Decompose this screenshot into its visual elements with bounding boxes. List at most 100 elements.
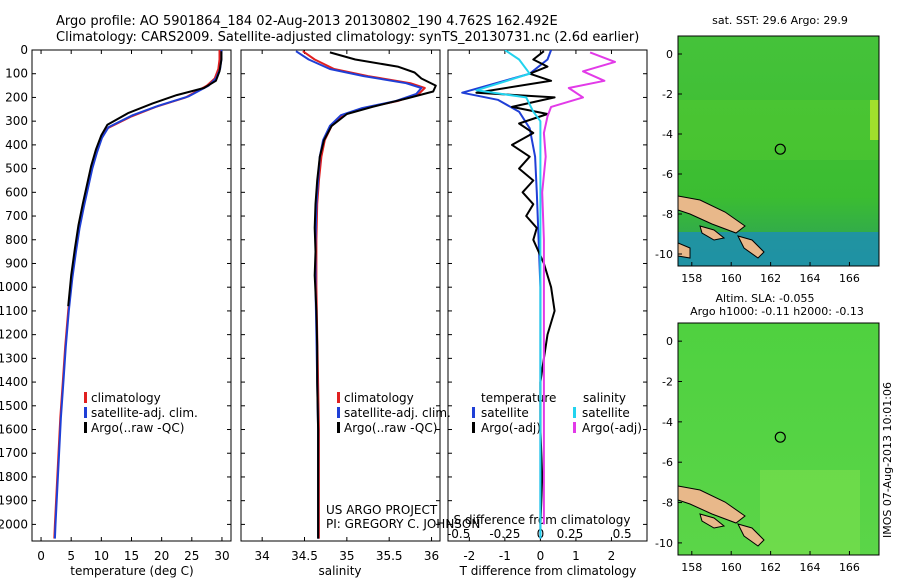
generation-timestamp: IMOS 07-Aug-2013 10:01:06 — [881, 382, 894, 538]
legend-swatch-argo — [337, 422, 340, 433]
legend-label-climatology: climatology — [91, 391, 161, 405]
coastline-solomon-2 — [699, 225, 726, 241]
figure-title-line2: Climatology: CARS2009. Satellite-adjuste… — [56, 30, 640, 45]
salinity-x-axis-label: salinity — [318, 564, 361, 578]
legend-label-argo: Argo(..raw -QC) — [344, 421, 437, 435]
legend-swatch-t-argo — [472, 422, 475, 433]
legend-swatch-s-argo — [573, 422, 576, 433]
y-tick-label: 500 — [5, 162, 28, 176]
y-tick-label: 1200 — [0, 328, 28, 342]
salinity-x-tick-label: 36 — [424, 549, 439, 563]
temperature-panel-frame — [31, 49, 232, 542]
sla-map-y-tick-label: -6 — [662, 456, 673, 469]
sst-map-float-position-marker — [774, 143, 786, 155]
y-tick-label: 2000 — [0, 517, 28, 531]
pi-credit: PI: GREGORY C. JOHNSON — [326, 517, 480, 531]
legend-swatch-climatology — [337, 392, 340, 403]
legend-label-argo: Argo(..raw -QC) — [91, 421, 184, 435]
sla-map-x-tick-label: 162 — [760, 561, 781, 574]
difference-series-line-satellite — [475, 50, 542, 539]
sst-map-x-tick-label: 162 — [760, 272, 781, 285]
s-difference-tick-label: -0.25 — [489, 527, 520, 541]
sla-map-title: Altim. SLA: -0.055 — [715, 292, 814, 305]
sla-map-float-position-marker — [774, 431, 786, 443]
salinity-panel-frame — [240, 49, 441, 542]
legend-label-t-argo: Argo(-adj) — [481, 421, 541, 435]
legend-label-s-argo: Argo(-adj) — [582, 421, 642, 435]
sst-map-y-tick-label: -8 — [662, 208, 673, 221]
s-difference-tick-label: 0.5 — [613, 527, 632, 541]
y-tick-label: 1000 — [0, 280, 28, 294]
sla-map-frame — [677, 322, 880, 556]
temperature-x-tick-label: 25 — [184, 549, 199, 563]
salinity-x-tick-label: 35 — [339, 549, 354, 563]
sla-high-patch — [760, 470, 860, 555]
y-tick-label: 200 — [5, 90, 28, 104]
temperature-x-tick-label: 5 — [67, 549, 75, 563]
project-credit: US ARGO PROJECT — [326, 503, 438, 517]
legend-swatch-s-satellite — [573, 407, 576, 418]
sst-warm-band — [678, 100, 879, 160]
difference-series-line-satellite — [461, 50, 553, 539]
y-tick-label: 700 — [5, 209, 28, 223]
y-tick-label: 300 — [5, 114, 28, 128]
difference-x-tick-label: 2 — [608, 549, 616, 563]
temperature-series-line-satellite-adj-clim- — [53, 50, 223, 539]
sla-map-y-tick-label: -8 — [662, 497, 673, 510]
sla-map-x-tick-label: 160 — [721, 561, 742, 574]
difference-x-tick-label: -2 — [463, 549, 475, 563]
y-tick-label: 1500 — [0, 399, 28, 413]
difference-legend: temperature salinity satellite Argo(-adj… — [472, 391, 642, 435]
difference-x-tick-label: -1 — [499, 549, 511, 563]
sla-map-image — [678, 323, 879, 555]
salinity-series-group — [295, 50, 437, 539]
legend-swatch-satellite — [337, 407, 340, 418]
sst-warm-patch — [870, 100, 879, 140]
legend-title-temperature: temperature — [481, 391, 556, 405]
y-tick-label: 1600 — [0, 423, 28, 437]
s-difference-tick-label: 0.25 — [557, 527, 584, 541]
temperature-x-tick-label: 15 — [124, 549, 139, 563]
coastline-solomon-1 — [678, 195, 746, 234]
temperature-x-tick-label: 0 — [37, 549, 45, 563]
salinity-x-tick-label: 34.5 — [291, 549, 318, 563]
coastline-solomon-3 — [737, 523, 765, 547]
y-tick-label: 1700 — [0, 446, 28, 460]
y-tick-label: 800 — [5, 233, 28, 247]
sst-map-y-tick-label: -6 — [662, 168, 673, 181]
temperature-x-axis-label: temperature (deg C) — [70, 564, 193, 578]
coastline-solomon-3 — [737, 235, 765, 259]
y-tick-label: 1100 — [0, 304, 28, 318]
y-tick-label: 1300 — [0, 351, 28, 365]
coastline-solomon-2 — [699, 513, 726, 529]
difference-x-tick-label: 1 — [572, 549, 580, 563]
sst-map-y-tick-label: 0 — [666, 48, 673, 61]
difference-series-group — [461, 50, 616, 539]
temperature-x-tick-label: 10 — [94, 549, 109, 563]
salinity-x-tick-label: 34 — [255, 549, 270, 563]
sla-map-y-tick-label: -4 — [662, 416, 673, 429]
y-tick-label: 100 — [5, 67, 28, 81]
y-tick-label: 1400 — [0, 375, 28, 389]
y-tick-label: 1800 — [0, 470, 28, 484]
temperature-x-tick-label: 30 — [214, 549, 229, 563]
temperature-series-group — [53, 50, 223, 539]
t-difference-x-axis-label: T difference from climatology — [459, 564, 637, 578]
sla-map-x-tick-label: 166 — [839, 561, 860, 574]
sla-map-y-tick-label: -2 — [662, 376, 673, 389]
salinity-legend: climatology satellite-adj. clim. Argo(..… — [337, 391, 451, 435]
s-difference-tick-label: -0.5 — [447, 527, 470, 541]
y-tick-label: 0 — [20, 43, 28, 57]
sla-map-y-tick-label: -10 — [655, 537, 673, 550]
sla-map-y-tick-label: 0 — [666, 335, 673, 348]
sst-map-x-tick-label: 158 — [681, 272, 702, 285]
salinity-series-line-climatology — [302, 50, 426, 539]
sst-map-x-tick-label: 164 — [800, 272, 821, 285]
sst-map-y-tick-label: -2 — [662, 88, 673, 101]
salinity-series-line-argo-raw-qc- — [313, 51, 437, 539]
coastline-solomon-1 — [678, 485, 746, 524]
figure-title-line1: Argo profile: AO 5901864_184 02-Aug-2013… — [56, 14, 558, 29]
legend-title-salinity: salinity — [583, 391, 626, 405]
difference-panel-frame — [447, 49, 648, 542]
